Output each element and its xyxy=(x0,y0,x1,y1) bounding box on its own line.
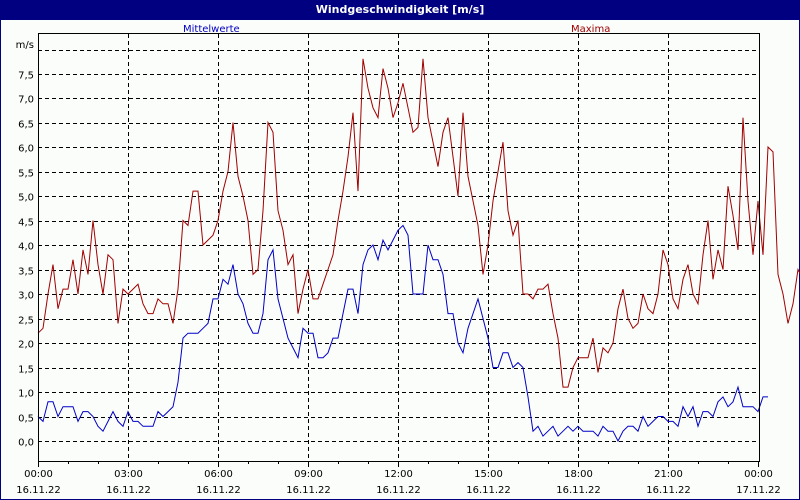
grid-lines xyxy=(38,34,758,461)
x-tick-date: 16.11.22 xyxy=(466,485,511,496)
y-tick-label: 6,5 xyxy=(18,120,34,131)
x-tick-date: 16.11.22 xyxy=(556,485,601,496)
y-tick-label: 0,0 xyxy=(18,438,34,449)
y-tick-label: 3,0 xyxy=(18,291,34,302)
y-axis: 0,0 0,5 1,0 1,5 2,0 2,5 3,0 3,5 4,0 4,5 5,0 5,5 6,0 6… xyxy=(16,40,34,449)
x-tick-time: 00:00 xyxy=(744,469,773,480)
x-tick-time: 21:00 xyxy=(654,469,683,480)
x-tick-date: 16.11.22 xyxy=(376,485,421,496)
y-tick-label: 3,5 xyxy=(18,267,34,278)
plot-area-border xyxy=(38,33,760,462)
x-tick-date: 16.11.22 xyxy=(196,485,241,496)
y-tick-label: 7,0 xyxy=(18,95,34,106)
x-tick-time: 18:00 xyxy=(564,469,593,480)
y-tick-label: 1,5 xyxy=(18,365,34,376)
legend-mittelwerte: Mittelwerte xyxy=(183,24,240,35)
x-tick-date: 16.11.22 xyxy=(286,485,331,496)
y-tick-label: 0,5 xyxy=(18,414,34,425)
x-tick-time: 00:00 xyxy=(24,469,53,480)
x-axis: 00:00 16.11.22 03:00 16.11.22 06:00 16.11.22 0… xyxy=(16,461,781,496)
y-tick-label: 6,0 xyxy=(18,144,34,155)
y-tick-label: 5,0 xyxy=(18,193,34,204)
x-tick-date: 16.11.22 xyxy=(106,485,151,496)
x-tick-time: 06:00 xyxy=(204,469,233,480)
x-tick-date: 17.11.22 xyxy=(736,485,781,496)
y-tick-label: 4,5 xyxy=(18,218,34,229)
y-tick-label: 7,5 xyxy=(18,71,34,82)
y-tick-label: 2,0 xyxy=(18,340,34,351)
y-axis-unit: m/s xyxy=(16,40,34,51)
chart-title: Windgeschwindigkeit [m/s] xyxy=(0,0,800,20)
y-tick-label: 5,5 xyxy=(18,169,34,180)
y-tick-label: 1,0 xyxy=(18,389,34,400)
x-tick-time: 03:00 xyxy=(114,469,143,480)
x-tick-date: 16.11.22 xyxy=(646,485,691,496)
x-tick-time: 15:00 xyxy=(474,469,503,480)
y-tick-label: 2,5 xyxy=(18,316,34,327)
x-tick-time: 12:00 xyxy=(384,469,413,480)
series-maxima-line xyxy=(37,58,800,388)
x-tick-date: 16.11.22 xyxy=(16,485,61,496)
x-tick-time: 09:00 xyxy=(294,469,323,480)
y-tick-label: 4,0 xyxy=(18,242,34,253)
legend-maxima: Maxima xyxy=(571,24,611,35)
series-mittelwerte-line xyxy=(37,224,768,443)
